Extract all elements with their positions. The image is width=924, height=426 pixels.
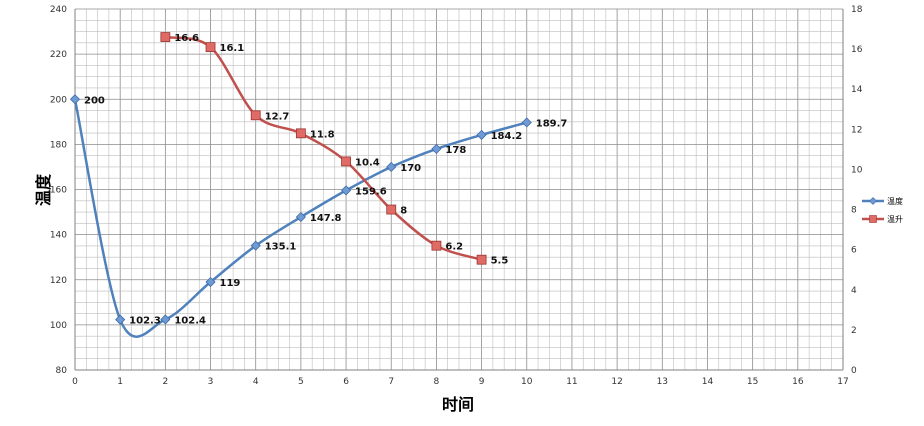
x-tick-label: 3 xyxy=(208,377,214,387)
data-label: 159.6 xyxy=(355,186,387,197)
data-label: 119 xyxy=(220,278,241,289)
data-label: 184.2 xyxy=(491,131,523,142)
data-point-diamond xyxy=(205,276,216,288)
y-left-tick-label: 240 xyxy=(50,5,67,15)
data-point-diamond xyxy=(160,314,171,325)
x-tick-label: 7 xyxy=(388,377,394,387)
data-label: 8 xyxy=(400,206,407,217)
data-label: 178 xyxy=(445,145,466,156)
data-point-square xyxy=(476,254,487,265)
legend-label: 温度 xyxy=(887,196,903,206)
series-line-2 xyxy=(165,35,482,261)
x-tick-label: 2 xyxy=(162,377,168,387)
data-point-diamond xyxy=(521,117,532,128)
data-point-square xyxy=(295,128,306,139)
x-tick-label: 14 xyxy=(702,377,714,387)
y-axis-title: 温度 xyxy=(34,173,53,207)
x-axis-title: 时间 xyxy=(442,395,474,414)
data-point-square xyxy=(250,110,261,121)
data-label: 135.1 xyxy=(265,242,297,253)
y-right-tick-label: 16 xyxy=(851,45,863,55)
chart-series xyxy=(69,32,532,338)
x-tick-label: 16 xyxy=(792,377,804,387)
y-left-tick-label: 140 xyxy=(50,231,67,241)
data-point-diamond xyxy=(250,240,261,251)
y-left-tick-label: 100 xyxy=(50,321,67,331)
data-label: 16.6 xyxy=(174,33,199,44)
y-right-tick-label: 0 xyxy=(851,366,857,376)
x-tick-label: 6 xyxy=(343,377,349,387)
y-right-tick-label: 6 xyxy=(851,246,857,256)
x-tick-label: 13 xyxy=(657,377,668,387)
x-tick-label: 1 xyxy=(117,377,123,387)
data-label: 10.4 xyxy=(355,157,380,168)
y-right-tick-label: 12 xyxy=(851,125,862,135)
data-label: 11.8 xyxy=(310,129,335,140)
data-label: 6.2 xyxy=(445,242,463,253)
data-point-diamond xyxy=(476,129,487,140)
data-point-square xyxy=(386,204,397,215)
data-label: 16.1 xyxy=(220,43,245,54)
legend-marker xyxy=(869,215,877,223)
y-left-tick-label: 160 xyxy=(50,186,67,196)
x-tick-label: 15 xyxy=(747,377,758,387)
y-left-tick-label: 200 xyxy=(50,95,67,105)
data-point-square xyxy=(431,240,442,251)
legend-label: 温升 xyxy=(887,215,903,224)
x-tick-label: 9 xyxy=(479,377,485,387)
data-label: 102.3 xyxy=(129,316,161,327)
y-left-tick-label: 180 xyxy=(50,140,67,150)
data-point-diamond xyxy=(340,185,352,196)
y-left-tick-label: 120 xyxy=(50,276,67,286)
chart-axes: 0 1 2 3 4 5 6 7 8 9 10 11 12 13 14 15 16 1780100120140160… xyxy=(50,5,863,387)
data-point-square xyxy=(160,32,171,42)
data-point-diamond xyxy=(431,143,442,154)
data-label: 147.8 xyxy=(310,213,342,224)
data-point-diamond xyxy=(115,314,126,325)
data-label: 5.5 xyxy=(491,256,509,267)
x-tick-label: 11 xyxy=(566,377,577,387)
y-right-tick-label: 4 xyxy=(851,286,857,296)
legend-marker xyxy=(869,197,877,205)
y-left-tick-label: 220 xyxy=(50,50,67,60)
y-right-tick-label: 14 xyxy=(851,85,863,95)
data-point-square xyxy=(341,156,351,167)
chart-grid xyxy=(74,8,844,371)
x-tick-label: 5 xyxy=(298,377,304,387)
y-right-tick-label: 18 xyxy=(851,5,863,15)
data-point-diamond xyxy=(69,94,81,105)
x-tick-label: 10 xyxy=(521,377,533,387)
data-label: 102.4 xyxy=(174,315,206,326)
x-tick-label: 8 xyxy=(434,377,440,387)
x-tick-label: 12 xyxy=(611,377,622,387)
data-point-diamond xyxy=(295,211,306,223)
data-point-square xyxy=(205,42,216,53)
y-left-tick-label: 80 xyxy=(56,366,68,376)
data-label: 12.7 xyxy=(265,111,290,122)
data-label: 170 xyxy=(400,163,421,174)
data-point-diamond xyxy=(386,161,397,173)
chart-data-labels: 200 102.3 102.4 119 135.1 147.8 159.6 170 178 184… xyxy=(84,33,567,327)
x-tick-label: 4 xyxy=(253,377,259,387)
x-tick-label: 0 xyxy=(72,377,78,387)
y-right-tick-label: 10 xyxy=(851,165,863,175)
data-label: 200 xyxy=(84,95,105,106)
y-right-tick-label: 2 xyxy=(851,326,857,336)
y-right-tick-label: 8 xyxy=(851,206,857,216)
data-label: 189.7 xyxy=(536,118,568,129)
x-tick-label: 17 xyxy=(837,377,848,387)
